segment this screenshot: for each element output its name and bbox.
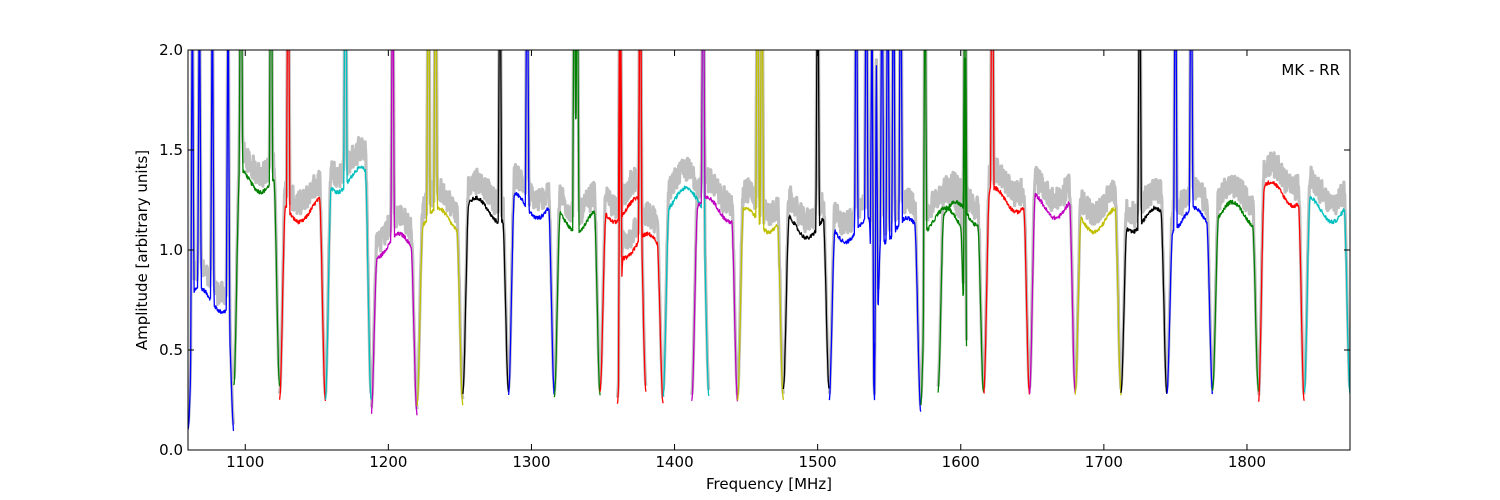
x-tick-label: 1300: [512, 453, 550, 471]
y-axis-label: Amplitude [arbitrary units]: [133, 150, 151, 350]
envelope-trace: [1211, 174, 1260, 386]
band-trace: [324, 50, 372, 400]
y-tick-label: 2.0: [159, 41, 183, 59]
band-trace: [507, 50, 555, 396]
envelope-trace: [936, 50, 986, 388]
band-trace: [1028, 193, 1076, 394]
envelope-trace: [1119, 50, 1169, 389]
x-axis-label: Frequency [MHz]: [706, 475, 832, 493]
y-tick-label: 1.0: [159, 241, 183, 259]
y-tick-label: 0.5: [159, 341, 183, 359]
x-tick-label: 1700: [1085, 453, 1123, 471]
y-tick-label: 1.5: [159, 141, 183, 159]
band-trace: [691, 50, 739, 402]
band-trace: [616, 50, 664, 404]
band-trace: [278, 50, 327, 402]
band-trace: [1166, 50, 1214, 395]
band-trace: [416, 50, 464, 407]
envelope-trace: [552, 50, 602, 392]
x-tick-label: 1500: [799, 453, 837, 471]
envelope-trace: [615, 50, 665, 399]
x-tick-label: 1400: [655, 453, 693, 471]
band-trace: [370, 50, 418, 416]
band-trace: [983, 50, 1031, 395]
annotation-label: MK - RR: [1281, 61, 1340, 79]
band-trace: [553, 50, 601, 398]
band-trace: [1211, 199, 1260, 392]
x-tick-label: 1800: [1228, 453, 1266, 471]
x-tick-label: 1200: [369, 453, 407, 471]
envelope-trace: [323, 50, 373, 395]
band-trace: [1120, 50, 1168, 395]
envelope-trace: [1302, 165, 1350, 389]
envelope-trace: [982, 50, 1031, 389]
x-tick-label: 1100: [226, 453, 264, 471]
band-trace: [1258, 180, 1305, 402]
band-trace: [920, 50, 968, 406]
envelope-trace: [1028, 165, 1077, 389]
envelope-trace: [1257, 151, 1306, 397]
envelope-trace: [781, 50, 831, 384]
envelope-trace: [507, 50, 556, 390]
band-trace: [188, 50, 235, 432]
band-trace: [937, 50, 985, 393]
x-tick-label: 1600: [942, 453, 980, 471]
band-trace: [874, 50, 922, 412]
envelope-trace: [690, 50, 740, 396]
band-trace: [782, 50, 830, 390]
band-trace: [736, 50, 784, 401]
series-layer: [188, 50, 1350, 432]
band-trace: [828, 50, 876, 401]
band-trace: [1074, 207, 1122, 396]
envelope-trace: [415, 50, 465, 401]
tick-layer: 1100 1200 1300 1400 1500 1600 1700 1800 0.0 0.5 1.…: [159, 41, 1350, 471]
envelope-trace: [873, 50, 923, 406]
band-trace: [662, 50, 710, 397]
envelope-trace: [827, 50, 877, 395]
envelope-trace: [1073, 179, 1123, 390]
envelope-trace: [232, 50, 282, 381]
band-trace: [462, 50, 510, 394]
band-trace: [233, 50, 281, 387]
band-trace: [1303, 195, 1350, 395]
y-tick-label: 0.0: [159, 441, 183, 459]
